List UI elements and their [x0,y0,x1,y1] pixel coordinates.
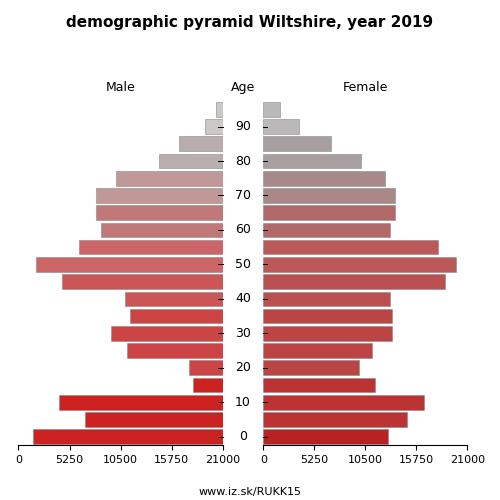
Bar [264,136,332,151]
Text: 70: 70 [235,189,251,202]
Bar [264,360,358,375]
Bar [96,188,222,203]
Bar [188,360,222,375]
Bar [264,171,385,186]
Bar [111,326,222,340]
Bar [264,240,438,254]
Text: 50: 50 [235,258,251,271]
Text: 20: 20 [235,361,251,374]
Bar [264,222,390,237]
Text: Female: Female [342,81,388,94]
Bar [264,395,424,409]
Text: 10: 10 [235,396,251,408]
Text: 80: 80 [235,154,251,168]
Bar [264,206,394,220]
Text: 90: 90 [235,120,251,133]
Bar [62,274,222,289]
Bar [264,343,372,358]
Bar [116,171,222,186]
Text: demographic pyramid Wiltshire, year 2019: demographic pyramid Wiltshire, year 2019 [66,15,434,30]
Bar [264,154,360,168]
Bar [264,102,280,117]
Bar [264,412,407,427]
Bar [128,343,222,358]
Bar [96,206,222,220]
Bar [205,119,222,134]
Text: 40: 40 [235,292,251,306]
Bar [264,308,392,324]
Text: 30: 30 [235,327,251,340]
Bar [36,257,222,272]
Text: Age: Age [231,81,255,94]
Bar [84,412,222,427]
Bar [216,102,222,117]
Bar [126,292,222,306]
Bar [194,378,222,392]
Bar [101,222,222,237]
Bar [264,188,394,203]
Bar [130,308,222,324]
Bar [264,378,375,392]
Text: www.iz.sk/RUKK15: www.iz.sk/RUKK15 [198,487,302,497]
Bar [264,274,445,289]
Bar [264,292,390,306]
Text: 60: 60 [235,224,251,236]
Bar [60,395,222,409]
Bar [160,154,222,168]
Text: 0: 0 [239,430,247,443]
Bar [78,240,223,254]
Bar [33,430,222,444]
Bar [264,430,388,444]
Bar [264,326,392,340]
Bar [179,136,222,151]
Bar [264,119,300,134]
Bar [264,257,456,272]
Text: Male: Male [106,81,136,94]
